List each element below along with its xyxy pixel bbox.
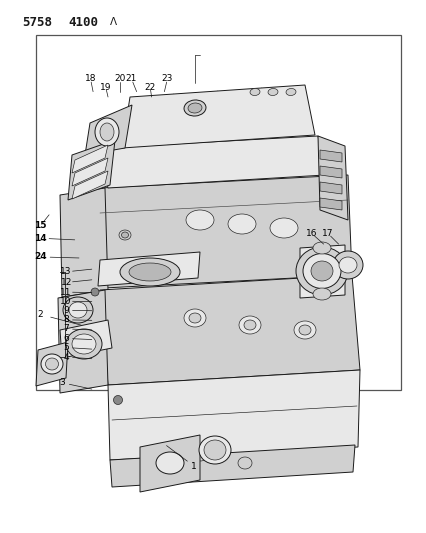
Text: 5758: 5758 (22, 16, 52, 29)
Ellipse shape (312, 242, 330, 254)
Ellipse shape (72, 334, 96, 354)
Text: 13: 13 (60, 268, 72, 276)
Ellipse shape (239, 316, 260, 334)
Text: 20: 20 (114, 75, 125, 83)
Polygon shape (100, 275, 359, 385)
Polygon shape (108, 370, 359, 460)
Ellipse shape (310, 261, 332, 281)
Text: 17: 17 (322, 229, 333, 238)
Text: 24: 24 (34, 253, 47, 261)
Text: 2: 2 (37, 310, 43, 319)
Polygon shape (110, 445, 354, 487)
Text: 12: 12 (60, 278, 72, 287)
Ellipse shape (100, 123, 114, 141)
Ellipse shape (46, 358, 58, 370)
Text: 19: 19 (100, 84, 111, 92)
Text: 1: 1 (191, 462, 197, 471)
Polygon shape (319, 166, 341, 178)
Ellipse shape (204, 440, 225, 460)
Ellipse shape (69, 302, 87, 318)
Polygon shape (319, 198, 341, 210)
Text: 22: 22 (144, 84, 155, 92)
Polygon shape (72, 158, 108, 186)
Text: 14: 14 (34, 234, 47, 243)
Text: 5: 5 (63, 343, 69, 352)
Text: 4100: 4100 (68, 16, 98, 29)
Polygon shape (60, 320, 112, 358)
Polygon shape (58, 290, 108, 393)
Ellipse shape (184, 309, 205, 327)
Ellipse shape (269, 218, 297, 238)
Text: 16: 16 (305, 229, 317, 238)
Ellipse shape (121, 232, 128, 238)
Ellipse shape (250, 88, 259, 95)
Ellipse shape (199, 436, 230, 464)
Ellipse shape (66, 329, 102, 359)
Text: 6: 6 (63, 334, 69, 343)
Ellipse shape (332, 251, 362, 279)
Ellipse shape (294, 321, 315, 339)
Ellipse shape (243, 320, 256, 330)
Ellipse shape (285, 88, 295, 95)
Polygon shape (299, 245, 344, 298)
Ellipse shape (187, 103, 201, 113)
Ellipse shape (268, 88, 277, 95)
Polygon shape (319, 182, 341, 194)
Ellipse shape (295, 247, 347, 295)
Text: 3: 3 (59, 378, 65, 387)
Polygon shape (85, 105, 132, 155)
Text: 9: 9 (63, 306, 69, 314)
Text: 15: 15 (34, 221, 47, 230)
Polygon shape (98, 252, 199, 286)
Polygon shape (72, 145, 108, 173)
Polygon shape (72, 171, 108, 199)
Ellipse shape (338, 257, 356, 273)
Text: 4: 4 (63, 353, 69, 361)
Polygon shape (100, 136, 324, 188)
Polygon shape (140, 435, 199, 492)
Text: 7: 7 (63, 325, 69, 333)
Polygon shape (317, 136, 347, 220)
Ellipse shape (237, 457, 251, 469)
Polygon shape (36, 35, 400, 390)
Ellipse shape (113, 395, 122, 405)
Text: 18: 18 (85, 75, 96, 83)
Ellipse shape (184, 100, 205, 116)
Ellipse shape (63, 297, 93, 323)
Ellipse shape (119, 230, 131, 240)
Polygon shape (60, 188, 108, 297)
Ellipse shape (190, 449, 208, 461)
Ellipse shape (129, 263, 170, 281)
Polygon shape (319, 150, 341, 162)
Ellipse shape (298, 325, 310, 335)
Text: 10: 10 (60, 297, 72, 305)
Text: 23: 23 (161, 75, 173, 83)
Ellipse shape (120, 258, 180, 286)
Text: 11: 11 (60, 288, 72, 296)
Polygon shape (122, 85, 314, 148)
Text: Λ: Λ (110, 17, 117, 27)
Ellipse shape (227, 214, 256, 234)
Polygon shape (68, 140, 115, 200)
Ellipse shape (95, 118, 119, 146)
Polygon shape (100, 175, 351, 288)
Ellipse shape (155, 452, 184, 474)
Ellipse shape (189, 313, 201, 323)
Ellipse shape (41, 354, 63, 374)
Ellipse shape (312, 288, 330, 300)
Ellipse shape (302, 254, 340, 288)
Text: 21: 21 (126, 75, 137, 83)
Polygon shape (36, 342, 68, 386)
Text: 8: 8 (63, 316, 69, 324)
Ellipse shape (91, 288, 99, 296)
Ellipse shape (186, 210, 213, 230)
